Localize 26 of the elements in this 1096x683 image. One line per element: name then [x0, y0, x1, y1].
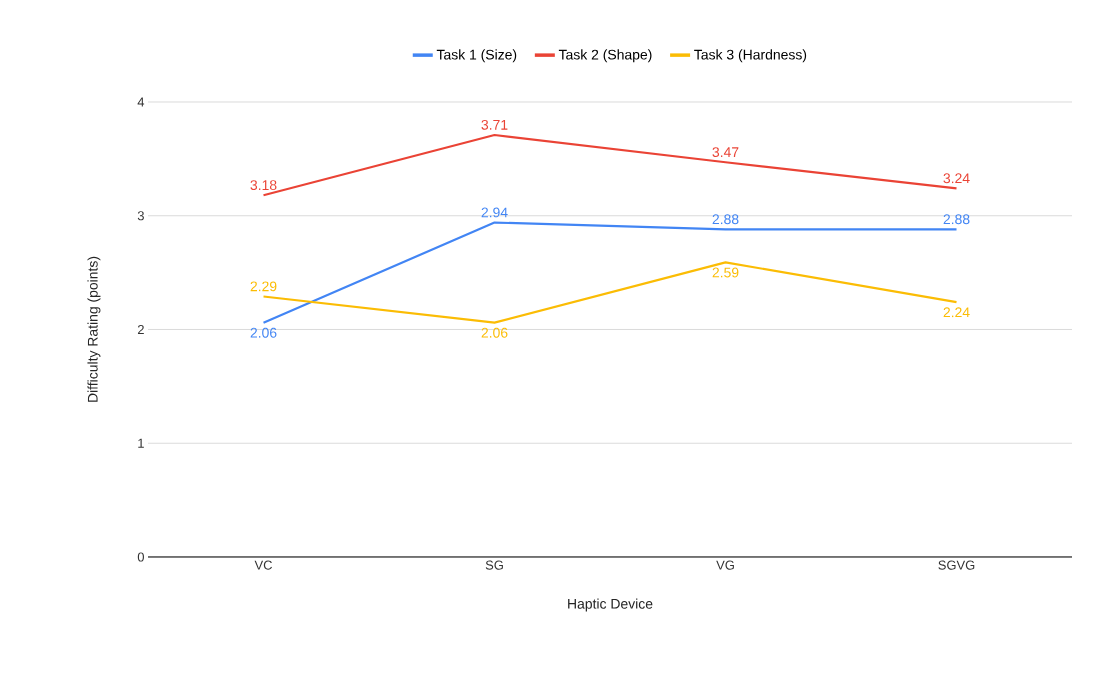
data-label: 2.06: [250, 327, 277, 338]
data-label: 2.88: [712, 214, 739, 225]
data-label: 2.24: [943, 307, 970, 318]
x-tick-label: SGVG: [938, 560, 975, 570]
x-tick-label: VG: [716, 560, 734, 570]
data-label: 2.59: [712, 267, 739, 278]
legend-label: Task 1 (Size): [436, 49, 517, 63]
y-tick-label: 3: [137, 211, 144, 221]
x-tick-label: SG: [485, 560, 503, 570]
x-tick-label: VC: [254, 560, 273, 570]
data-label: 2.88: [943, 214, 970, 225]
data-label: 2.94: [481, 207, 508, 218]
x-axis-title: Haptic Device: [568, 598, 653, 612]
y-tick-label: 4: [137, 97, 145, 107]
y-axis-title: Difficulty Rating (points): [87, 256, 101, 402]
data-label: 3.47: [712, 147, 739, 158]
y-tick-label: 0: [137, 552, 144, 562]
data-label: 3.18: [250, 180, 277, 191]
y-tick-label: 1: [138, 438, 144, 448]
data-label: 3.71: [481, 119, 508, 130]
data-label: 2.06: [481, 327, 508, 338]
data-label: 3.24: [943, 173, 970, 184]
legend-label: Task 3 (Hardness): [694, 49, 807, 63]
legend-label: Task 2 (Shape): [558, 49, 652, 63]
y-tick-label: 2: [137, 324, 144, 335]
data-label: 2.29: [250, 281, 277, 292]
